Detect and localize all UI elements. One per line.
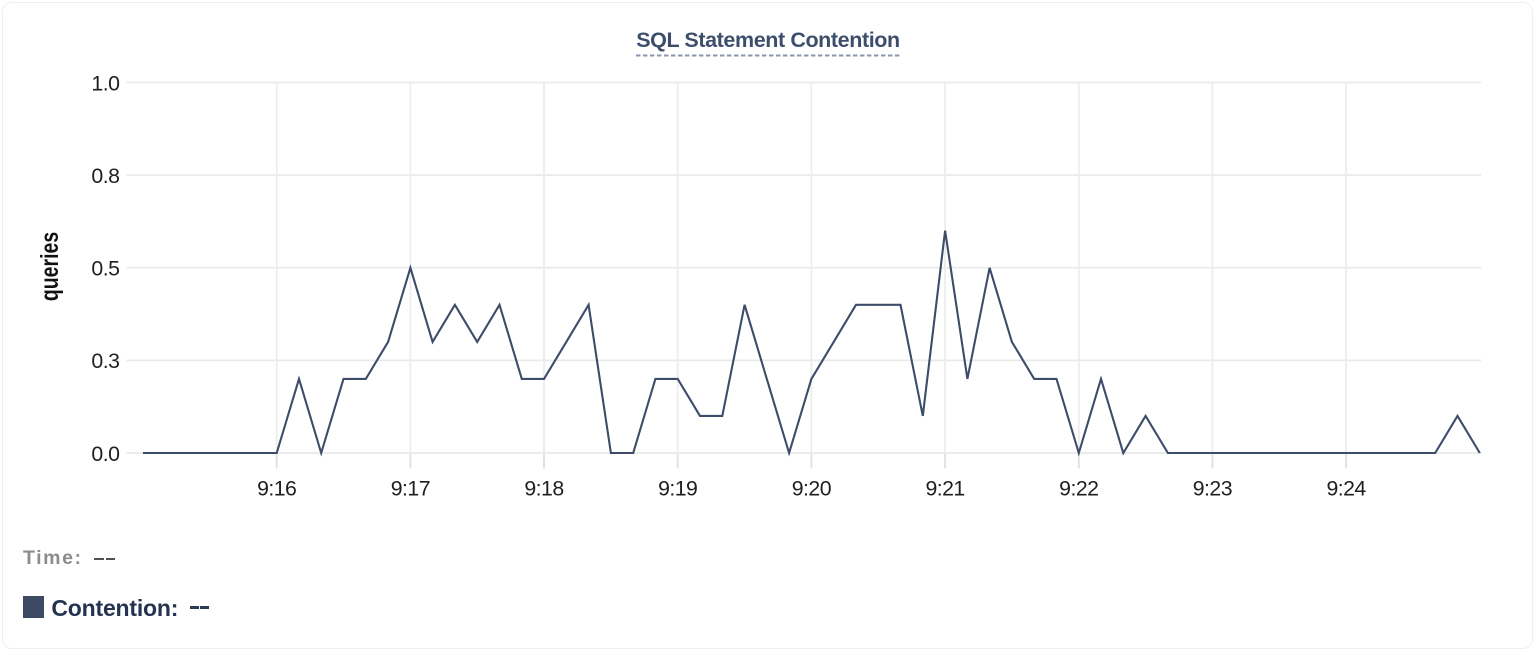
svg-text:9:20: 9:20 xyxy=(792,477,832,501)
svg-text:9:19: 9:19 xyxy=(658,477,697,501)
svg-text:queries: queries xyxy=(36,232,64,301)
svg-text:9:22: 9:22 xyxy=(1059,477,1098,501)
svg-text:9:17: 9:17 xyxy=(391,477,430,501)
svg-text:9:16: 9:16 xyxy=(257,477,296,501)
svg-text:0.8: 0.8 xyxy=(91,164,119,188)
svg-text:0.0: 0.0 xyxy=(91,442,120,466)
svg-text:0.5: 0.5 xyxy=(91,257,119,281)
svg-text:9:24: 9:24 xyxy=(1326,477,1366,501)
svg-text:0.3: 0.3 xyxy=(91,349,119,373)
svg-text:9:21: 9:21 xyxy=(925,477,964,501)
svg-text:9:18: 9:18 xyxy=(524,477,563,501)
svg-text:1.0: 1.0 xyxy=(91,71,120,95)
svg-text:9:23: 9:23 xyxy=(1193,477,1232,501)
